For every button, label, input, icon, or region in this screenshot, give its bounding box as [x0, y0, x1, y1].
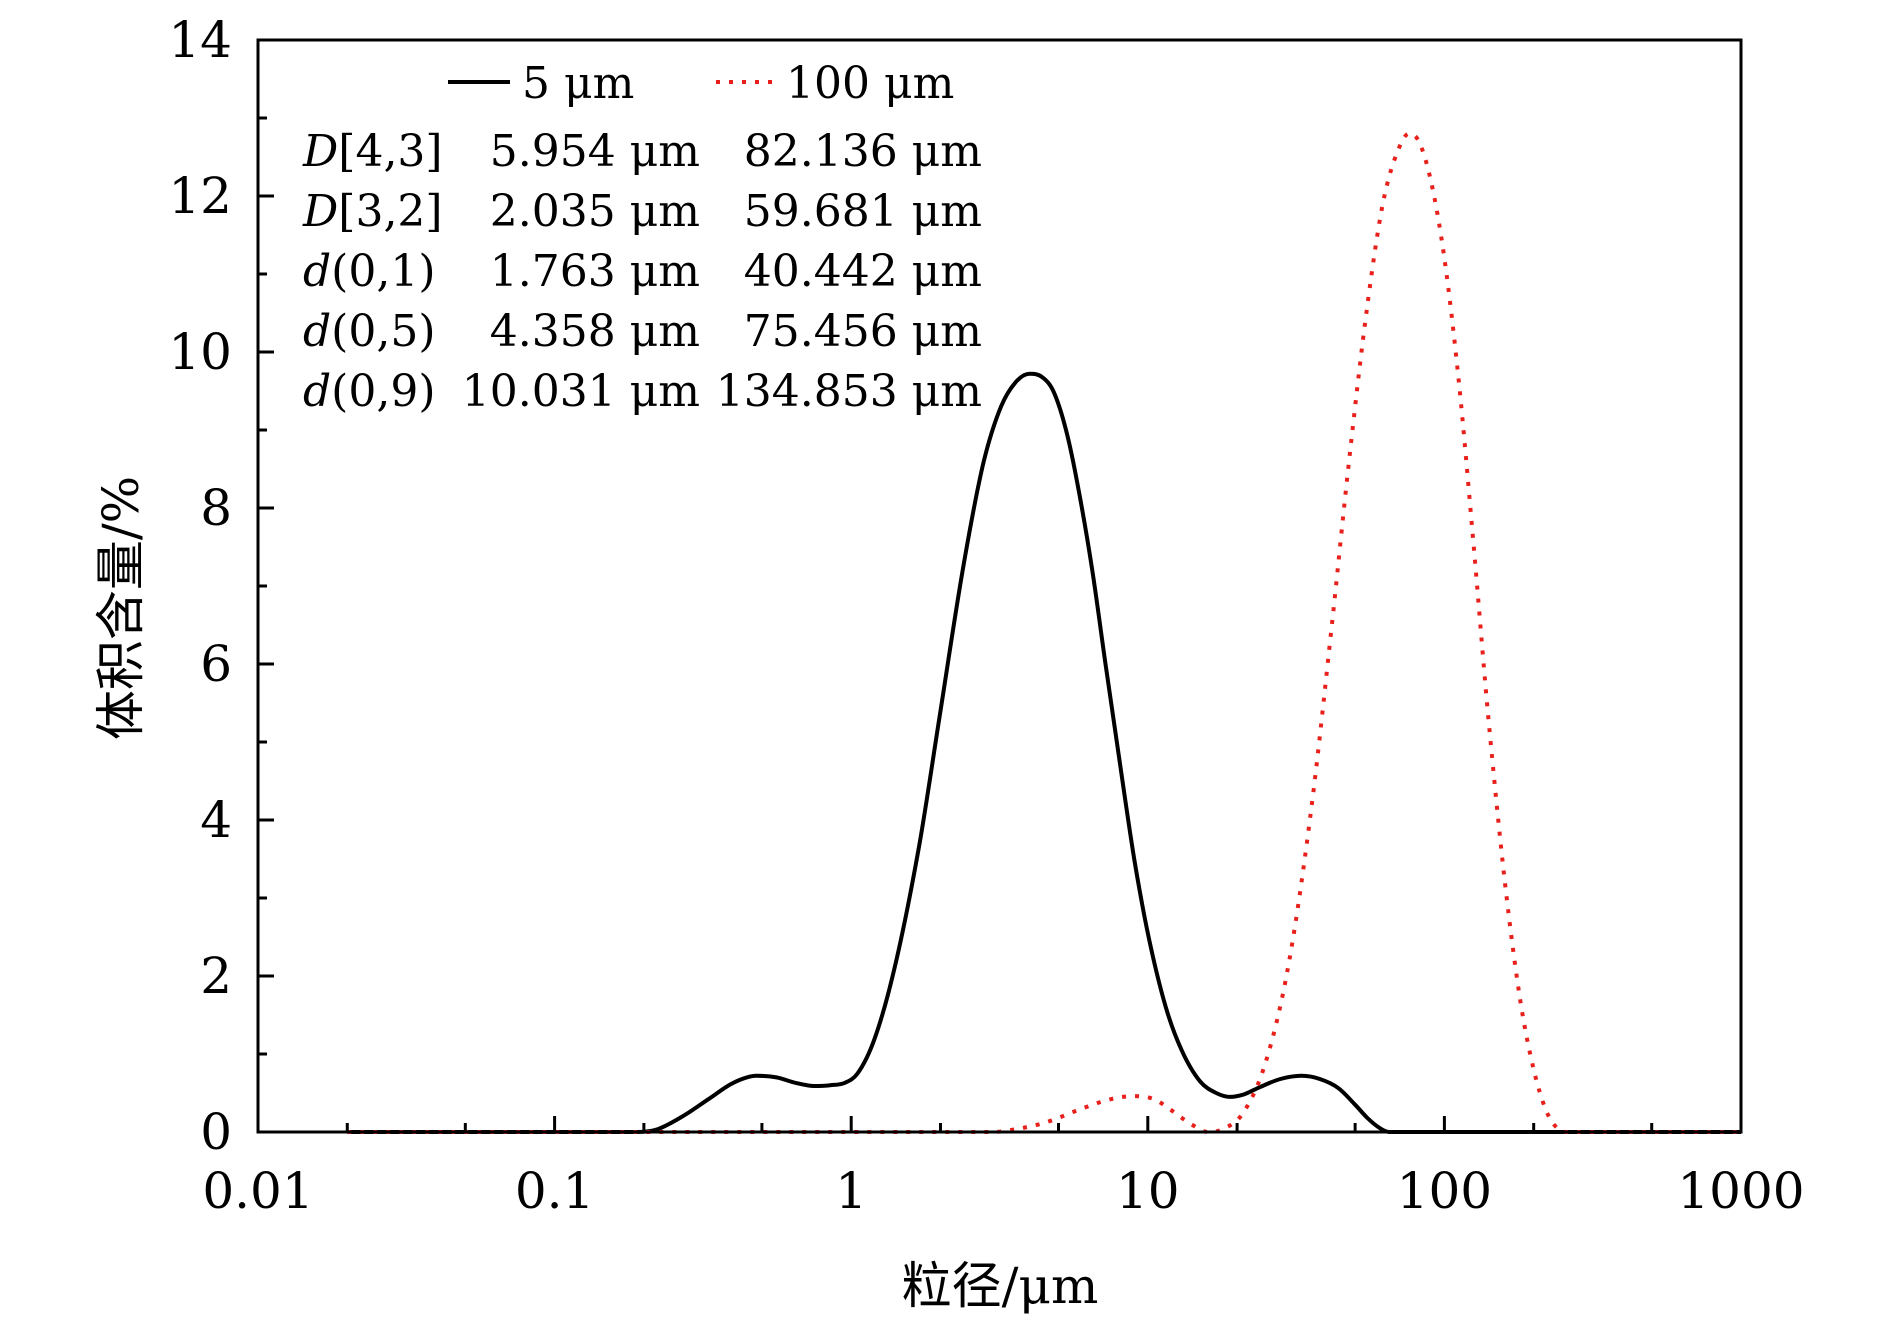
x-tick-label: 10	[1116, 1162, 1180, 1220]
series-layer	[347, 131, 1741, 1135]
stat-value-5um: 1.763 μm	[490, 246, 700, 297]
series-line-5um	[347, 371, 1741, 1135]
stat-row-label: D[4,3]	[302, 126, 443, 177]
stat-row-label: d(0,5)	[303, 306, 435, 357]
stat-value-5um: 5.954 μm	[490, 126, 700, 177]
stat-row-label: d(0,1)	[303, 246, 435, 297]
stat-value-5um: 10.031 μm	[462, 366, 700, 417]
stat-value-5um: 4.358 μm	[490, 306, 700, 357]
legend-label-100um: 100 μm	[786, 58, 954, 109]
stat-value-100um: 75.456 μm	[744, 306, 982, 357]
y-tick-label: 10	[168, 323, 232, 381]
y-axis-title: 体积含量/%	[92, 476, 150, 740]
x-axis-title: 粒径/μm	[902, 1257, 1099, 1315]
y-tick-labels: 0 2 4 6 8 10 12 14	[168, 11, 232, 1161]
plot-frame	[256, 38, 1743, 1134]
x-tick-label: 1000	[1677, 1162, 1804, 1220]
x-tick-label: 0.1	[515, 1162, 595, 1220]
stat-value-100um: 40.442 μm	[744, 246, 982, 297]
y-tick-label: 12	[168, 167, 232, 225]
x-tick-label: 100	[1397, 1162, 1492, 1220]
stat-value-100um: 134.853 μm	[716, 366, 982, 417]
stat-row-label: D[3,2]	[302, 186, 443, 237]
y-tick-label: 0	[200, 1103, 232, 1161]
y-tick-label: 4	[200, 791, 232, 849]
stat-value-5um: 2.035 μm	[490, 186, 700, 237]
x-tick-label: 1	[835, 1162, 867, 1220]
stat-value-100um: 82.136 μm	[744, 126, 982, 177]
stat-row-label: d(0,9)	[303, 366, 435, 417]
legend: 5 μm 100 μm	[448, 58, 954, 109]
x-tick-label: 0.01	[202, 1162, 313, 1220]
y-tick-label: 14	[168, 11, 232, 69]
x-tick-labels: 0.01 0.1 1 10 100 1000	[202, 1162, 1804, 1220]
y-tick-label: 8	[200, 479, 232, 537]
stat-value-100um: 59.681 μm	[744, 186, 982, 237]
legend-label-5um: 5 μm	[522, 58, 634, 109]
y-tick-label: 6	[200, 635, 232, 693]
diameter-stats: D[4,3] 5.954 μm 82.136 μm D[3,2] 2.035 μm 59.…	[302, 126, 982, 417]
series-line-100um	[347, 131, 1741, 1135]
y-tick-label: 2	[200, 947, 232, 1005]
